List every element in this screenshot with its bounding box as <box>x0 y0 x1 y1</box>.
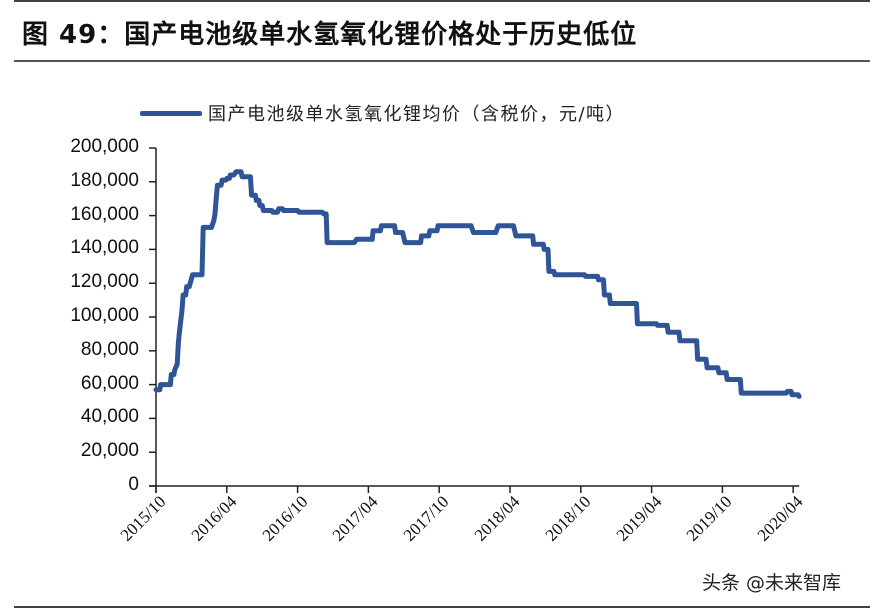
top-rule <box>14 0 870 2</box>
y-tick-label: 0 <box>128 474 139 495</box>
title-divider <box>14 60 870 62</box>
y-tick-label: 40,000 <box>80 406 139 428</box>
y-tick-label: 60,000 <box>80 372 139 394</box>
y-tick-label: 180,000 <box>70 169 139 191</box>
y-tick-label: 120,000 <box>70 271 139 293</box>
bottom-rule <box>14 606 870 608</box>
y-tick-label: 100,000 <box>70 305 139 326</box>
figure-title: 图 49：国产电池级单水氢氧化锂价格处于历史低位 <box>22 20 638 50</box>
chart-axes <box>149 147 800 493</box>
y-tick-label: 200,000 <box>70 136 139 157</box>
price-series-line <box>153 169 802 399</box>
y-tick-label: 140,000 <box>70 237 139 259</box>
y-tick-label: 80,000 <box>80 338 139 360</box>
y-tick-label: 20,000 <box>80 440 139 462</box>
chart-legend: 国产电池级单水氢氧化锂均价（含税价，元/吨） <box>140 100 625 126</box>
legend-line-swatch <box>140 110 202 116</box>
y-tick-label: 160,000 <box>70 203 139 225</box>
legend-label: 国产电池级单水氢氧化锂均价（含税价，元/吨） <box>208 104 626 125</box>
watermark: 头条 @未来智库 <box>702 572 842 594</box>
